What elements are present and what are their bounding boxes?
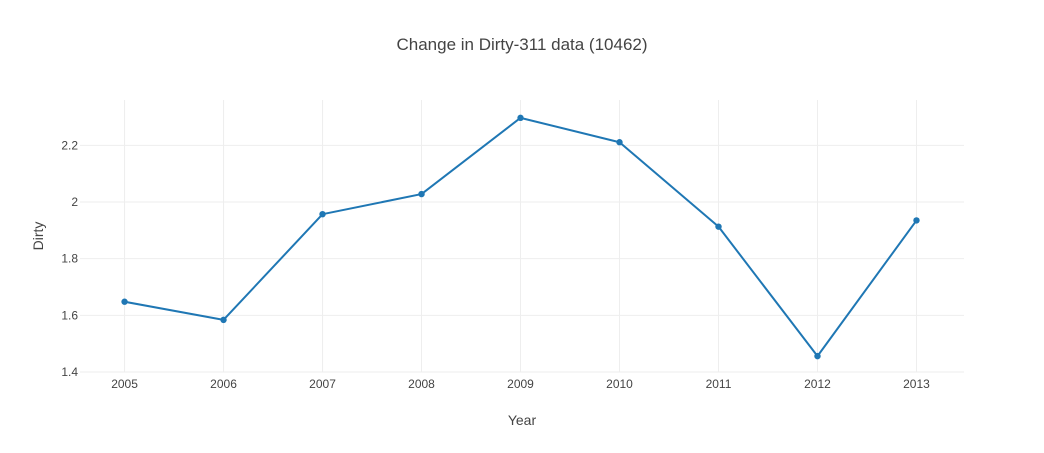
data-point[interactable] [616,139,623,146]
x-tick-label: 2005 [111,377,138,391]
y-tick-label: 1.8 [61,252,78,266]
data-point[interactable] [121,298,128,305]
y-axis-title: Dirty [30,222,46,251]
x-tick-label: 2012 [804,377,831,391]
data-point[interactable] [814,352,821,360]
x-axis-title: Year [508,412,537,428]
data-point[interactable] [913,217,920,224]
data-point[interactable] [220,316,227,324]
x-tick-label: 2013 [903,377,930,391]
data-point[interactable] [517,114,524,122]
x-tick-label: 2007 [309,377,336,391]
y-tick-label: 1.4 [61,365,78,379]
grid [80,100,964,373]
x-tick-label: 2006 [210,377,237,391]
data-point[interactable] [418,190,425,198]
y-tick-label: 2.2 [61,138,78,152]
x-tick-label: 2011 [706,377,732,391]
y-tick-label: 1.6 [61,308,78,322]
x-tick-label: 2008 [408,377,435,391]
tick-labels: 2005 2006 2007 2008 2009 2010 2011 2012 2013 1.4 1… [61,138,930,391]
x-tick-label: 2010 [606,377,633,391]
x-tick-label: 2009 [507,377,534,391]
chart-title: Change in Dirty-311 data (10462) [396,35,647,54]
y-tick-label: 2 [71,195,78,209]
points [121,114,920,360]
data-point[interactable] [715,223,722,230]
data-point[interactable] [319,210,326,218]
